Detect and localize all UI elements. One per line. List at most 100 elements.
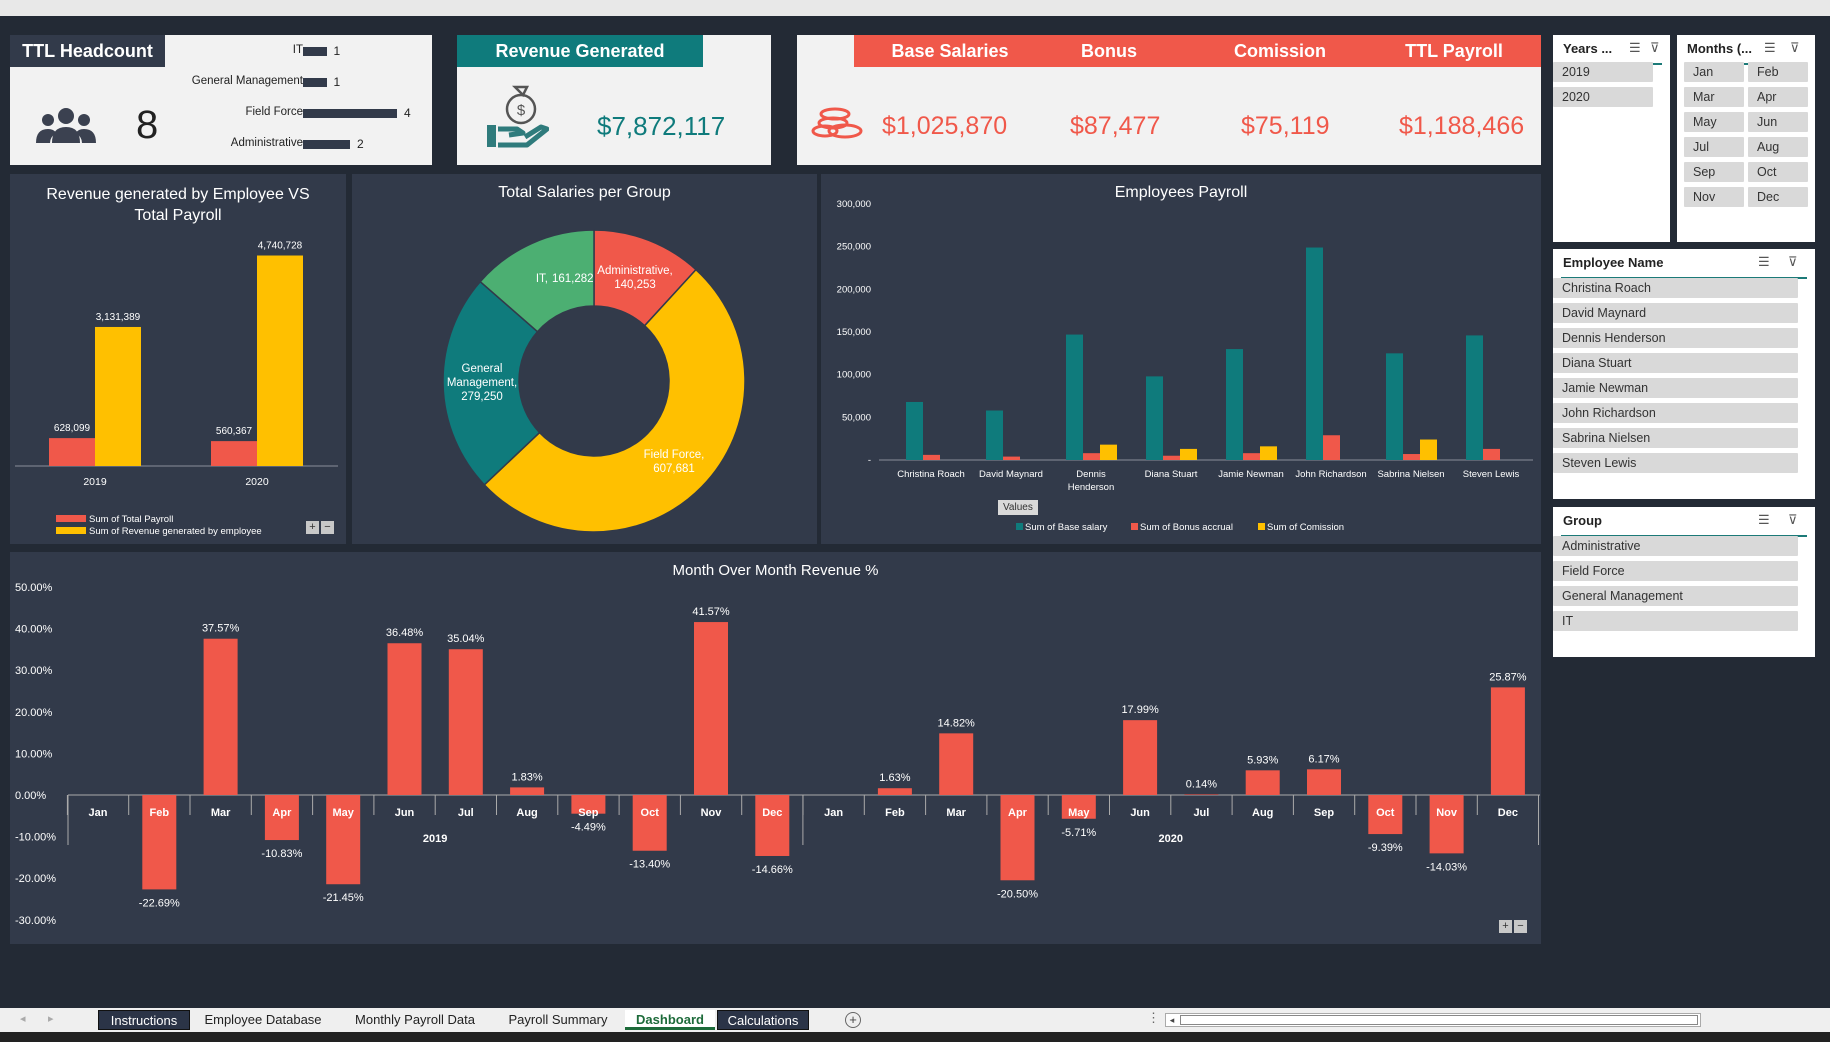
month-label: Aug [1252, 807, 1273, 819]
data-label: 3,131,389 [96, 312, 141, 323]
month-slicer-item[interactable]: Sep [1684, 162, 1744, 182]
revenue-card: Revenue Generated $ $7,872,117 [457, 35, 771, 165]
salaries-per-group-chart: Total Salaries per Group Administrative,… [352, 174, 817, 544]
revenue-bar [257, 255, 303, 466]
donut-slice [479, 229, 595, 333]
employee-slicer-item[interactable]: David Maynard [1553, 303, 1798, 323]
data-label: -5.71% [1061, 827, 1096, 839]
sheet-tab-instructions[interactable]: Instructions [98, 1010, 190, 1030]
month-slicer-item[interactable]: May [1684, 112, 1744, 132]
horizontal-scrollbar[interactable]: ◂ [1165, 1013, 1701, 1027]
payroll-bar [1146, 376, 1163, 460]
employee-name-slicer: Employee Name ☰ ⊽ Christina Roach David M… [1553, 249, 1815, 499]
expand-button[interactable]: + [306, 521, 319, 534]
group-slicer-item[interactable]: General Management [1553, 586, 1798, 606]
data-label: 6.17% [1308, 753, 1339, 765]
group-slicer-item[interactable]: Field Force [1553, 561, 1798, 581]
mom-bar [1429, 795, 1464, 854]
month-label: Oct [641, 807, 660, 819]
payroll-bar [1386, 353, 1403, 460]
sheet-tab-dashboard[interactable]: Dashboard [625, 1010, 715, 1030]
employee-slicer-item[interactable]: Diana Stuart [1553, 353, 1798, 373]
mom-bar [1061, 795, 1096, 819]
employee-slicer-item[interactable]: Sabrina Nielsen [1553, 428, 1798, 448]
legend-swatch [1258, 523, 1265, 530]
payroll-bar [1243, 453, 1260, 460]
month-slicer-item[interactable]: Jul [1684, 137, 1744, 157]
clear-filter-icon[interactable]: ⊽ [1788, 512, 1798, 527]
payroll-bar [1306, 247, 1323, 460]
month-slicer-item[interactable]: Nov [1684, 187, 1744, 207]
year-slicer-item[interactable]: 2020 [1553, 87, 1653, 107]
month-slicer-item[interactable]: Jun [1748, 112, 1808, 132]
sheet-tab-calculations[interactable]: Calculations [717, 1010, 809, 1030]
month-slicer-item[interactable]: Feb [1748, 62, 1808, 82]
multi-select-icon[interactable]: ☰ [1758, 254, 1770, 269]
collapse-button[interactable]: − [321, 521, 334, 534]
year-slicer-item[interactable]: 2019 [1553, 62, 1653, 82]
payroll-bar [49, 438, 95, 466]
headcount-group-value: 2 [357, 137, 364, 151]
payroll-bar [1003, 456, 1020, 460]
employee-slicer-item[interactable]: Jamie Newman [1553, 378, 1798, 398]
headcount-bar [303, 47, 327, 56]
mom-revenue-chart: Month Over Month Revenue % 50.00% 40.00% 3… [10, 552, 1541, 944]
employee-slicer-item[interactable]: John Richardson [1553, 403, 1798, 423]
slice-value: 140,253 [614, 279, 656, 291]
headcount-group-label: General Management [191, 75, 303, 87]
mom-bar [1000, 795, 1035, 881]
scrollbar-thumb[interactable] [1180, 1015, 1698, 1025]
prev-sheet-icon[interactable]: ◂ [20, 1013, 26, 1025]
x-tick-label: David Maynard [979, 469, 1043, 480]
clear-filter-icon[interactable]: ⊽ [1788, 254, 1798, 269]
multi-select-icon[interactable]: ☰ [1629, 40, 1641, 55]
expand-button[interactable]: + [1499, 920, 1512, 933]
y-tick-label: 40.00% [15, 624, 53, 636]
values-field-button[interactable]: Values [998, 500, 1038, 515]
clear-filter-icon[interactable]: ⊽ [1650, 40, 1660, 55]
scroll-left-icon[interactable]: ◂ [1169, 1015, 1175, 1025]
employee-slicer-item[interactable]: Christina Roach [1553, 278, 1798, 298]
month-slicer-item[interactable]: Dec [1748, 187, 1808, 207]
data-label: -20.50% [997, 888, 1038, 900]
slice-value: 607,681 [653, 463, 695, 475]
sheet-tab-payroll-summary[interactable]: Payroll Summary [508, 1012, 608, 1027]
y-tick-label: 300,000 [837, 199, 871, 210]
sheet-tab-employee-database[interactable]: Employee Database [204, 1012, 322, 1027]
month-label: Feb [150, 807, 170, 819]
employee-slicer-item[interactable]: Dennis Henderson [1553, 328, 1798, 348]
y-tick-label: 150,000 [837, 327, 871, 338]
collapse-button[interactable]: − [1514, 920, 1527, 933]
mom-bar [203, 638, 238, 795]
y-tick-label: -10.00% [15, 832, 56, 844]
month-slicer-item[interactable]: Jan [1684, 62, 1744, 82]
multi-select-icon[interactable]: ☰ [1758, 512, 1770, 527]
add-sheet-icon[interactable]: + [845, 1012, 861, 1028]
headcount-group-label: IT [292, 44, 303, 56]
svg-text:$: $ [517, 102, 526, 119]
group-slicer-item[interactable]: IT [1553, 611, 1798, 631]
month-slicer-item[interactable]: Apr [1748, 87, 1808, 107]
month-slicer-item[interactable]: Mar [1684, 87, 1744, 107]
legend-label: Sum of Comission [1267, 522, 1344, 533]
months-slicer: Months (... ☰ ⊽ Jan Feb Mar Apr May Jun Jul Aug… [1677, 35, 1815, 242]
base-salaries-title: Base Salaries [891, 40, 1009, 61]
mom-bar [1123, 720, 1158, 795]
payroll-header-band [854, 35, 1541, 67]
people-icon [36, 108, 96, 143]
clear-filter-icon[interactable]: ⊽ [1790, 40, 1800, 55]
multi-select-icon[interactable]: ☰ [1764, 40, 1776, 55]
group-slicer-item[interactable]: Administrative [1553, 536, 1798, 556]
y-tick-label: 100,000 [837, 370, 871, 381]
month-label: Aug [516, 807, 537, 819]
month-slicer-item[interactable]: Aug [1748, 137, 1808, 157]
x-tick-label: Christina Roach [897, 469, 965, 480]
next-sheet-icon[interactable]: ▸ [48, 1013, 54, 1025]
data-label: -10.83% [261, 848, 302, 860]
month-slicer-item[interactable]: Oct [1748, 162, 1808, 182]
data-label: -9.39% [1368, 842, 1403, 854]
employee-slicer-item[interactable]: Steven Lewis [1553, 453, 1798, 473]
tab-split-handle[interactable]: ⋮ [1147, 1010, 1160, 1025]
mom-bar [1184, 794, 1219, 795]
sheet-tab-monthly-payroll-data[interactable]: Monthly Payroll Data [355, 1012, 475, 1027]
